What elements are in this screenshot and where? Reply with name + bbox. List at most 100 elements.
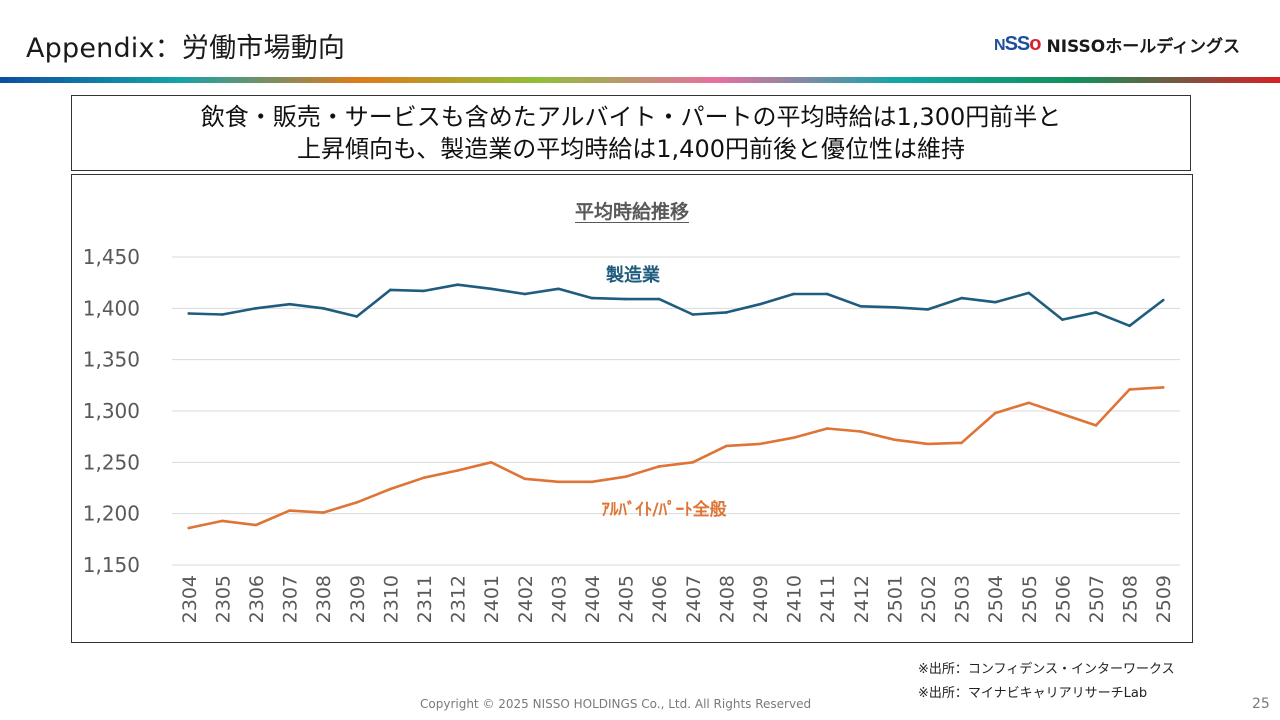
data-point	[489, 461, 493, 464]
chart-container: 平均時給推移 1,150 1,200 1,250 1,300 1,350 1,400 1,4…	[71, 174, 1193, 643]
data-point	[590, 296, 594, 300]
data-point	[389, 288, 392, 292]
data-point	[893, 438, 896, 442]
series-line-parttime	[187, 386, 1165, 530]
data-point	[624, 297, 627, 301]
x-tick-label: 2406	[649, 575, 671, 623]
page-number: 25	[1252, 696, 1270, 712]
x-tick-label: 2403	[548, 575, 570, 623]
data-point	[187, 312, 191, 315]
data-point	[993, 300, 997, 304]
logo-mark-n: N	[994, 37, 1006, 54]
data-point	[893, 306, 896, 309]
x-tick-label: 2507	[1086, 575, 1108, 623]
chart-title-wrap: 平均時給推移	[72, 197, 1192, 224]
x-tick-label: 2305	[212, 575, 234, 623]
data-point	[725, 444, 728, 448]
data-point	[288, 302, 291, 306]
x-tick-label: 2311	[414, 575, 436, 623]
x-tick-label: 2408	[716, 575, 738, 623]
headline-line-1: 飲食・販売・サービスも含めたアルバイト・パートの平均時給は1,300円前半と	[200, 103, 1062, 131]
data-point	[321, 511, 325, 514]
x-tick-label: 2312	[448, 575, 470, 623]
x-tick-label: 2506	[1052, 575, 1074, 623]
data-point	[355, 501, 359, 504]
data-point	[489, 287, 493, 291]
x-tick-label: 2405	[616, 575, 638, 623]
data-point	[691, 461, 695, 464]
data-point	[758, 442, 762, 446]
data-point	[1027, 401, 1031, 405]
y-tick-label: 1,250	[83, 450, 140, 474]
source-note-1: ※出所：コンフィデンス・インターワークス	[918, 662, 1175, 677]
data-point	[389, 487, 392, 491]
data-point	[422, 476, 426, 480]
x-tick-label: 2307	[280, 575, 302, 623]
series-label-parttime: ｱﾙﾊﾞｲﾄ/ﾊﾟｰﾄ全般	[601, 499, 726, 520]
copyright: Copyright © 2025 NISSO HOLDINGS Co., Ltd…	[420, 697, 812, 711]
data-point	[926, 442, 930, 446]
y-tick-label: 1,150	[83, 553, 140, 577]
data-point	[993, 411, 997, 415]
logo-text: NISSOホールディングス	[1046, 37, 1241, 57]
x-tick-label: 2304	[179, 575, 201, 623]
data-point	[254, 523, 258, 527]
y-tick-label: 1,450	[83, 245, 140, 269]
x-tick-label: 2508	[1120, 575, 1142, 623]
data-point	[1128, 388, 1131, 391]
x-tick-label: 2503	[952, 575, 974, 623]
data-point	[825, 292, 829, 296]
data-point	[960, 296, 963, 300]
y-tick-label: 1,400	[83, 296, 140, 320]
data-point	[557, 480, 560, 484]
data-point	[590, 480, 594, 484]
y-tick-label: 1,300	[83, 399, 140, 423]
data-point	[187, 526, 191, 530]
data-point	[288, 509, 291, 512]
x-tick-label: 2412	[851, 575, 873, 623]
data-point	[422, 289, 426, 293]
x-tick-label: 2501	[884, 575, 906, 623]
x-tick-label: 2404	[582, 575, 604, 623]
data-point	[1161, 298, 1165, 302]
data-point	[792, 436, 795, 439]
data-point	[859, 304, 863, 308]
source-note-2: ※出所：マイナビキャリアリサーチLab	[918, 686, 1148, 701]
data-point	[1061, 412, 1064, 416]
data-point	[758, 302, 762, 306]
data-point	[624, 475, 627, 479]
x-tick-label: 2401	[481, 575, 503, 623]
data-point	[1161, 386, 1165, 389]
company-logo: NSSo NISSOホールディングス	[994, 32, 1240, 57]
data-point	[221, 519, 224, 523]
chart-title: 平均時給推移	[574, 201, 689, 223]
series-label-manufacturing: 製造業	[605, 264, 661, 286]
series-line-manufacturing	[187, 283, 1165, 328]
data-point	[221, 313, 224, 316]
data-point	[657, 297, 661, 301]
line-chart: 1,150 1,200 1,250 1,300 1,350 1,400 1,450 2304 2…	[83, 245, 1180, 623]
x-tick-label: 2310	[380, 575, 402, 623]
data-point	[825, 427, 829, 430]
x-tick-label: 2410	[784, 575, 806, 623]
y-tick-label: 1,350	[83, 348, 140, 372]
logo-mark-ss: SS	[1004, 33, 1031, 55]
data-point	[1061, 318, 1064, 321]
x-tick-label: 2504	[985, 575, 1007, 623]
x-tick-label: 2402	[515, 575, 537, 623]
data-point	[254, 307, 258, 310]
x-tick-label: 2505	[1019, 575, 1041, 623]
data-point	[456, 283, 459, 287]
data-point	[321, 307, 325, 310]
data-point	[725, 311, 728, 314]
data-point	[523, 292, 527, 296]
data-point	[557, 287, 560, 291]
data-point	[523, 477, 527, 481]
nisso-logo-icon: NSSo	[994, 33, 1041, 56]
data-point	[1094, 424, 1098, 427]
y-tick-label: 1,200	[83, 502, 140, 526]
x-tick-label: 2309	[347, 575, 369, 623]
headline-line-2: 上昇傾向も、製造業の平均時給は1,400円前後と優位性は維持	[297, 135, 965, 163]
data-point	[960, 441, 963, 445]
data-point	[792, 292, 795, 296]
